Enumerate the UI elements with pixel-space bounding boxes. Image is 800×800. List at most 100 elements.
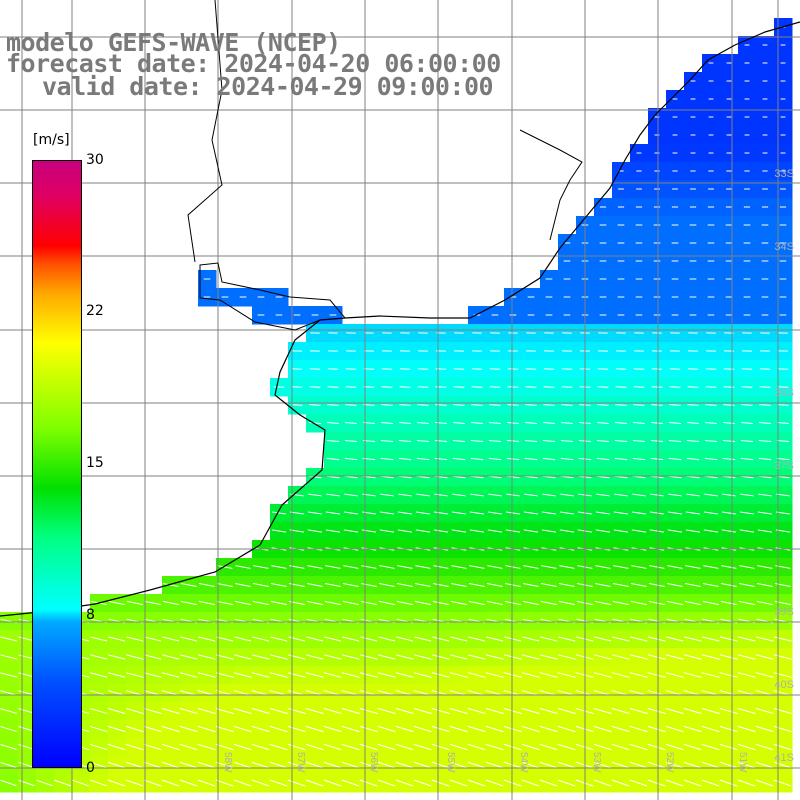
wind-arrow <box>343 582 359 588</box>
wind-arrow <box>163 582 179 588</box>
wind-arrow <box>287 707 306 715</box>
wind-arrow <box>449 779 468 787</box>
lat-label: 39S <box>774 606 794 618</box>
wind-arrow <box>453 386 465 388</box>
wind-arrow <box>593 743 612 751</box>
wind-arrow <box>719 707 738 715</box>
wind-arrow <box>162 672 180 678</box>
colorbar-unit: [m/s] <box>33 132 70 148</box>
wind-arrow <box>777 386 789 388</box>
wind-arrow <box>359 761 378 769</box>
wind-arrow <box>593 761 612 769</box>
wind-arrow <box>665 725 684 733</box>
wind-arrow <box>615 386 627 388</box>
wind-arrow <box>359 707 378 715</box>
wind-arrow <box>669 422 681 424</box>
wind-arrow <box>758 493 772 497</box>
wind-arrow <box>162 654 180 660</box>
wind-arrow <box>309 386 321 388</box>
coastline-main <box>0 21 800 617</box>
wind-arrow <box>179 725 198 733</box>
wind-arrow <box>162 636 180 642</box>
wind-arrow <box>629 725 648 733</box>
wind-arrow <box>323 707 342 715</box>
wind-arrow <box>649 582 665 588</box>
wind-arrow <box>449 743 468 751</box>
wind-arrow <box>324 654 342 660</box>
wind-arrow <box>395 672 414 678</box>
wind-arrow <box>611 672 630 678</box>
wind-arrow <box>161 725 180 733</box>
wind-arrow <box>415 582 431 588</box>
wind-arrow <box>701 779 720 787</box>
wind-arrow <box>540 600 557 606</box>
wind-arrow <box>324 600 341 606</box>
wind-arrow <box>179 672 198 678</box>
wind-arrow <box>324 636 342 642</box>
border-line <box>187 0 223 263</box>
wind-arrow <box>737 725 756 733</box>
wind-arrow <box>108 654 126 660</box>
wind-arrow <box>557 725 576 733</box>
wind-arrow <box>252 636 270 642</box>
wind-arrow <box>234 654 252 660</box>
wind-arrow <box>125 708 144 714</box>
wind-arrow <box>161 779 180 787</box>
wind-arrow <box>327 386 339 388</box>
wind-arrow <box>559 582 575 588</box>
colorbar-label-0: 0 <box>86 760 95 776</box>
wind-arrow <box>197 761 216 769</box>
wind-arrow <box>773 779 792 787</box>
wind-arrow <box>723 386 735 388</box>
wind-arrow <box>467 779 486 787</box>
wind-arrow <box>594 636 612 642</box>
wind-arrow <box>287 779 306 787</box>
wind-arrow <box>683 707 702 715</box>
wind-arrow <box>485 707 504 715</box>
wind-arrow <box>524 457 538 461</box>
wind-arrow <box>359 743 378 751</box>
wind-arrow <box>197 779 216 787</box>
wind-arrow <box>524 493 538 497</box>
wind-arrow <box>0 743 17 751</box>
wind-arrow <box>522 600 539 606</box>
lat-label: 34S <box>774 241 794 253</box>
wind-arrow <box>359 779 378 787</box>
wind-arrow <box>233 761 252 769</box>
wind-arrow <box>234 636 252 642</box>
wind-arrow <box>125 761 144 769</box>
lon-label: 54W <box>518 752 529 773</box>
wind-arrow <box>629 707 648 715</box>
wind-arrow <box>377 743 396 751</box>
wind-arrow <box>702 636 720 642</box>
wind-arrow <box>345 422 357 424</box>
wind-arrow <box>215 725 234 733</box>
wind-arrow <box>611 743 630 751</box>
wind-arrow <box>773 654 792 660</box>
wind-arrow <box>306 636 324 642</box>
wind-arrow <box>721 511 736 515</box>
wind-arrow <box>395 779 414 787</box>
wind-arrow <box>435 404 447 406</box>
wind-arrow <box>378 636 396 642</box>
wind-arrow <box>197 725 216 733</box>
wind-arrow <box>305 707 324 715</box>
wind-arrow <box>629 779 648 787</box>
forecast-date: forecast date: 2024-04-20 06:00:00 <box>6 49 501 78</box>
wind-arrow <box>647 761 666 769</box>
wind-arrow <box>704 493 718 497</box>
wind-arrow <box>630 636 648 642</box>
colorbar-label-15: 15 <box>86 455 104 471</box>
wind-arrow <box>507 386 519 388</box>
lon-label: 56W <box>368 752 379 773</box>
wind-arrow <box>740 493 754 497</box>
wind-arrow <box>270 636 288 642</box>
wind-arrow <box>233 779 252 787</box>
wind-arrow <box>287 761 306 769</box>
wind-arrow <box>467 743 486 751</box>
wind-arrow <box>395 707 414 715</box>
lat-label: 33S <box>774 168 794 180</box>
wind-arrow <box>217 582 233 588</box>
wind-arrow <box>161 761 180 769</box>
